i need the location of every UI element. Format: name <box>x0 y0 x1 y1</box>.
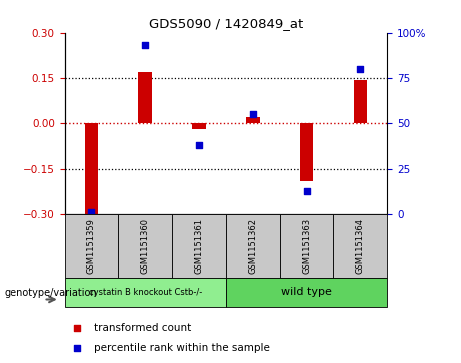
Bar <box>118 214 172 278</box>
Point <box>357 66 364 72</box>
Bar <box>280 214 333 278</box>
Bar <box>192 123 206 130</box>
Point <box>142 42 149 48</box>
Text: GSM1151361: GSM1151361 <box>195 218 203 274</box>
Text: wild type: wild type <box>281 287 332 297</box>
Point <box>74 325 81 331</box>
Text: transformed count: transformed count <box>94 323 191 333</box>
Point <box>303 188 310 193</box>
Bar <box>354 79 367 123</box>
Bar <box>138 72 152 123</box>
Text: GSM1151360: GSM1151360 <box>141 218 150 274</box>
Point <box>249 111 256 117</box>
Bar <box>85 123 98 214</box>
Bar <box>333 214 387 278</box>
Point <box>88 209 95 215</box>
Text: cystatin B knockout Cstb-/-: cystatin B knockout Cstb-/- <box>89 288 202 297</box>
Bar <box>300 123 313 181</box>
Text: GSM1151363: GSM1151363 <box>302 218 311 274</box>
Point <box>195 142 203 148</box>
Text: GSM1151362: GSM1151362 <box>248 218 257 274</box>
Text: percentile rank within the sample: percentile rank within the sample <box>94 343 270 354</box>
Title: GDS5090 / 1420849_at: GDS5090 / 1420849_at <box>149 17 303 30</box>
Bar <box>65 214 118 278</box>
Text: genotype/variation: genotype/variation <box>5 287 97 298</box>
Bar <box>226 214 280 278</box>
Text: GSM1151359: GSM1151359 <box>87 218 96 274</box>
Bar <box>246 117 260 123</box>
Text: GSM1151364: GSM1151364 <box>356 218 365 274</box>
Bar <box>172 214 226 278</box>
Bar <box>65 278 226 307</box>
Bar <box>226 278 387 307</box>
Point <box>74 346 81 351</box>
